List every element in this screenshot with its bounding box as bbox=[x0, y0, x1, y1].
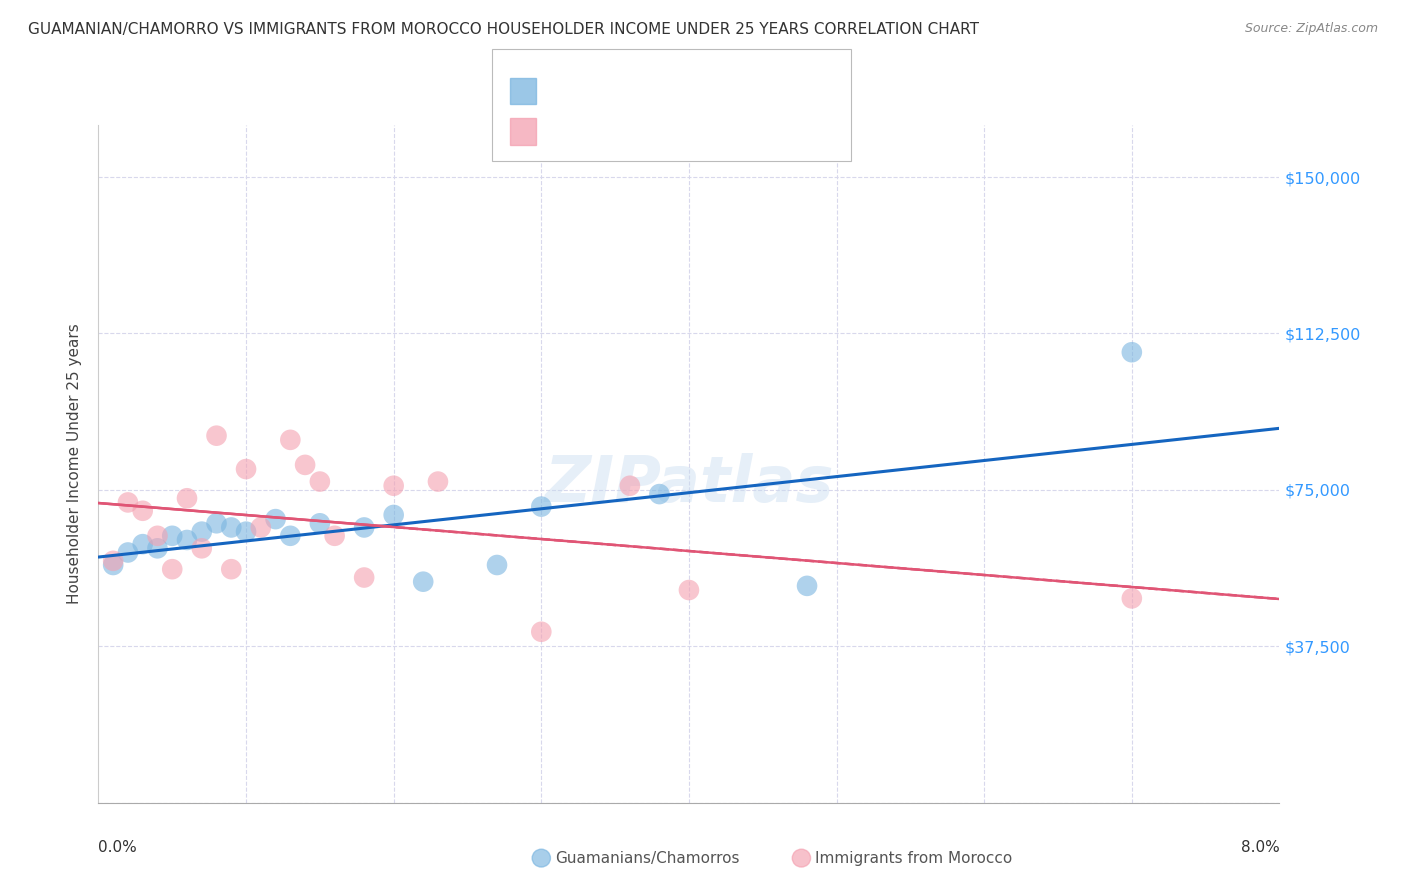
Point bbox=[353, 570, 375, 584]
Point bbox=[1121, 591, 1143, 606]
Point bbox=[1121, 345, 1143, 359]
Point bbox=[412, 574, 434, 589]
Point bbox=[191, 524, 214, 539]
Point bbox=[426, 475, 449, 489]
Text: 22: 22 bbox=[699, 127, 720, 141]
Text: 8.0%: 8.0% bbox=[1240, 840, 1279, 855]
Point bbox=[530, 624, 553, 639]
Point bbox=[117, 495, 139, 509]
Point bbox=[235, 524, 257, 539]
Point bbox=[308, 516, 332, 531]
Point bbox=[117, 545, 139, 559]
Point bbox=[382, 508, 405, 522]
Point bbox=[382, 479, 405, 493]
Point bbox=[250, 520, 273, 534]
Point bbox=[146, 529, 169, 543]
Text: Source: ZipAtlas.com: Source: ZipAtlas.com bbox=[1244, 22, 1378, 36]
Point bbox=[132, 537, 155, 551]
Point bbox=[132, 504, 155, 518]
Y-axis label: Householder Income Under 25 years: Householder Income Under 25 years bbox=[67, 324, 83, 604]
Point bbox=[162, 529, 183, 543]
Point bbox=[191, 541, 214, 556]
Point bbox=[235, 462, 257, 476]
Text: 0.0%: 0.0% bbox=[98, 840, 138, 855]
Point bbox=[278, 529, 302, 543]
Point bbox=[103, 558, 125, 572]
Point bbox=[294, 458, 316, 472]
Point bbox=[146, 541, 169, 556]
Text: -0.066: -0.066 bbox=[586, 127, 641, 141]
Point bbox=[205, 428, 228, 442]
Point bbox=[796, 579, 818, 593]
Text: 21: 21 bbox=[699, 87, 720, 101]
Text: 0.443: 0.443 bbox=[586, 87, 640, 101]
Text: ZIPatlas: ZIPatlas bbox=[544, 453, 834, 516]
Point bbox=[678, 582, 700, 597]
Point bbox=[648, 487, 671, 501]
Point bbox=[219, 520, 242, 534]
Point bbox=[530, 500, 553, 514]
Text: GUAMANIAN/CHAMORRO VS IMMIGRANTS FROM MOROCCO HOUSEHOLDER INCOME UNDER 25 YEARS : GUAMANIAN/CHAMORRO VS IMMIGRANTS FROM MO… bbox=[28, 22, 979, 37]
Point bbox=[219, 562, 242, 576]
Text: Guamanians/Chamorros: Guamanians/Chamorros bbox=[555, 851, 740, 865]
Text: Immigrants from Morocco: Immigrants from Morocco bbox=[815, 851, 1012, 865]
Text: R =: R = bbox=[547, 87, 581, 101]
Text: N =: N = bbox=[648, 127, 692, 141]
Point bbox=[619, 479, 641, 493]
Point bbox=[176, 491, 198, 506]
Point bbox=[353, 520, 375, 534]
Point bbox=[205, 516, 228, 531]
Text: N =: N = bbox=[648, 87, 692, 101]
Point bbox=[103, 554, 125, 568]
Point bbox=[308, 475, 332, 489]
Point bbox=[278, 433, 302, 447]
Point bbox=[264, 512, 287, 526]
Point bbox=[176, 533, 198, 547]
Point bbox=[323, 529, 346, 543]
Text: R =: R = bbox=[547, 127, 581, 141]
Point bbox=[485, 558, 508, 572]
Point bbox=[162, 562, 183, 576]
